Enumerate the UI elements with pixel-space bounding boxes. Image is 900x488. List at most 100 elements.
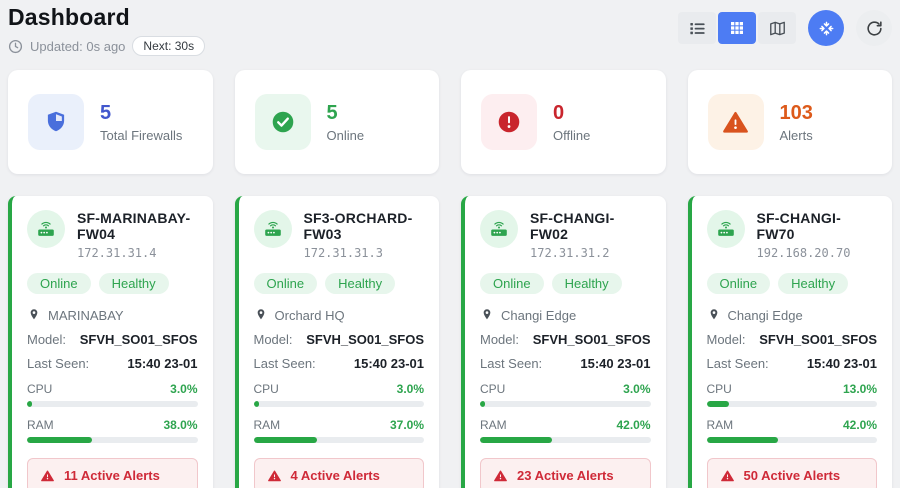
- last-seen-label: Last Seen:: [706, 356, 769, 371]
- model-row: Model: SFVH_SO01_SFOS: [254, 332, 425, 347]
- location-pin-icon: [480, 307, 494, 323]
- firewall-card[interactable]: SF-MARINABAY-FW04 172.31.31.4 Online Hea…: [8, 196, 213, 488]
- compact-mode-button[interactable]: [808, 10, 844, 46]
- firewall-card[interactable]: SF3-ORCHARD-FW03 172.31.31.3 Online Heal…: [234, 196, 439, 488]
- ram-label: RAM: [253, 418, 281, 432]
- stat-card-online: 5 Online: [234, 70, 439, 174]
- ram-progress-fill: [480, 437, 552, 443]
- cpu-percent: 3.0%: [170, 382, 198, 396]
- alert-triangle-icon: [720, 469, 735, 483]
- model-label: Model:: [480, 332, 520, 347]
- cpu-metric: CPU 3.0%: [27, 382, 198, 407]
- firewall-card[interactable]: SF-CHANGI-FW70 192.168.20.70 Online Heal…: [687, 196, 892, 488]
- map-icon: [768, 19, 787, 38]
- location-label: Orchard HQ: [274, 307, 345, 323]
- refresh-icon: [865, 19, 884, 38]
- stat-text: 103 Alerts: [780, 102, 813, 143]
- ram-label: RAM: [706, 418, 734, 432]
- firewall-card-header: SF3-ORCHARD-FW03 172.31.31.3: [253, 210, 425, 260]
- active-alerts-label: 4 Active Alerts: [290, 468, 380, 483]
- health-badge: Healthy: [778, 273, 849, 294]
- firewall-identity: SF-MARINABAY-FW04 172.31.31.4: [77, 210, 198, 260]
- stats-row: 5 Total Firewalls 5 Online 0 Offline 103…: [8, 70, 892, 174]
- compress-arrows-icon: [817, 19, 836, 38]
- location-label: Changi Edge: [727, 307, 803, 323]
- firewall-name: SF3-ORCHARD-FW03: [303, 210, 413, 242]
- cpu-metric: CPU 13.0%: [706, 382, 877, 407]
- status-badges: Online Healthy: [27, 273, 198, 294]
- location-row: Orchard HQ: [254, 307, 425, 323]
- ram-label: RAM: [480, 418, 507, 432]
- cpu-percent: 3.0%: [396, 382, 424, 396]
- active-alerts-label: 23 Active Alerts: [517, 468, 614, 483]
- health-badge: Healthy: [551, 273, 622, 294]
- last-seen-value: 15:40 23-01: [580, 356, 651, 371]
- last-seen-label: Last Seen:: [480, 356, 543, 371]
- active-alerts-banner[interactable]: 4 Active Alerts: [253, 458, 424, 488]
- stat-value: 103: [779, 101, 813, 124]
- model-row: Model: SFVH_SO01_SFOS: [480, 332, 651, 347]
- ram-progress-fill: [706, 437, 779, 443]
- firewall-ip: 172.31.31.4: [77, 246, 157, 260]
- location-label: Changi Edge: [501, 307, 577, 323]
- model-value: SFVH_SO01_SFOS: [306, 332, 424, 347]
- status-badge: Online: [27, 273, 91, 294]
- grid-view-button[interactable]: [718, 12, 756, 44]
- refresh-button[interactable]: [856, 10, 892, 46]
- firewall-card[interactable]: SF-CHANGI-FW02 172.31.31.2 Online Health…: [461, 196, 666, 488]
- router-icon: [706, 210, 745, 248]
- ram-metric: RAM 42.0%: [706, 418, 877, 443]
- health-badge: Healthy: [98, 273, 169, 294]
- firewall-card-header: SF-CHANGI-FW02 172.31.31.2: [480, 210, 651, 260]
- active-alerts-label: 50 Active Alerts: [743, 468, 841, 483]
- view-toggle-group: [678, 12, 796, 44]
- map-view-button[interactable]: [758, 12, 796, 44]
- router-icon: [253, 210, 292, 248]
- list-view-button[interactable]: [678, 12, 716, 44]
- status-badge: Online: [706, 273, 771, 294]
- stat-value: 5: [326, 101, 338, 124]
- last-seen-value: 15:40 23-01: [353, 356, 424, 371]
- location-row: Changi Edge: [707, 307, 878, 323]
- cpu-label: CPU: [480, 382, 506, 396]
- ram-progress-fill: [27, 437, 92, 443]
- last-seen-label: Last Seen:: [253, 356, 316, 371]
- cpu-metric: CPU 3.0%: [480, 382, 651, 407]
- list-icon: [688, 19, 707, 38]
- status-badges: Online Healthy: [253, 273, 425, 294]
- health-badge: Healthy: [325, 273, 396, 294]
- stat-label: Alerts: [779, 127, 813, 143]
- stat-value: 5: [100, 101, 112, 124]
- active-alerts-banner[interactable]: 50 Active Alerts: [706, 458, 877, 488]
- alert-triangle-icon: [40, 469, 55, 483]
- active-alerts-banner[interactable]: 11 Active Alerts: [27, 458, 198, 488]
- cpu-label: CPU: [706, 382, 732, 396]
- last-seen-label: Last Seen:: [27, 356, 90, 371]
- cpu-percent: 13.0%: [842, 382, 877, 396]
- firewall-ip: 172.31.31.3: [303, 246, 383, 260]
- location-pin-icon: [707, 307, 721, 323]
- stat-label: Offline: [553, 127, 591, 143]
- alert-circle-icon: [481, 94, 537, 150]
- header-left: Dashboard Updated: 0s ago Next: 30s: [8, 4, 206, 56]
- stat-card-alerts: 103 Alerts: [687, 70, 892, 174]
- stat-text: 0 Offline: [553, 102, 590, 143]
- cpu-progress-fill: [253, 401, 259, 407]
- model-value: SFVH_SO01_SFOS: [79, 332, 198, 347]
- alert-triangle-icon: [493, 469, 508, 483]
- status-badges: Online Healthy: [706, 273, 878, 294]
- router-icon: [480, 210, 518, 248]
- firewall-grid: SF-MARINABAY-FW04 172.31.31.4 Online Hea…: [8, 196, 892, 488]
- cpu-progressbar: [706, 401, 877, 407]
- cpu-progress-fill: [480, 401, 486, 407]
- active-alerts-banner[interactable]: 23 Active Alerts: [480, 458, 651, 488]
- ram-progress-fill: [253, 437, 317, 443]
- cpu-percent: 3.0%: [623, 382, 651, 396]
- check-circle-icon: [254, 94, 311, 150]
- firewall-identity: SF-CHANGI-FW70 192.168.20.70: [757, 210, 878, 260]
- firewall-name: SF-CHANGI-FW02: [530, 210, 615, 242]
- cpu-progress-fill: [27, 401, 33, 407]
- ram-progressbar: [706, 437, 877, 443]
- firewall-identity: SF3-ORCHARD-FW03 172.31.31.3: [304, 210, 425, 260]
- firewall-name: SF-CHANGI-FW70: [756, 210, 841, 242]
